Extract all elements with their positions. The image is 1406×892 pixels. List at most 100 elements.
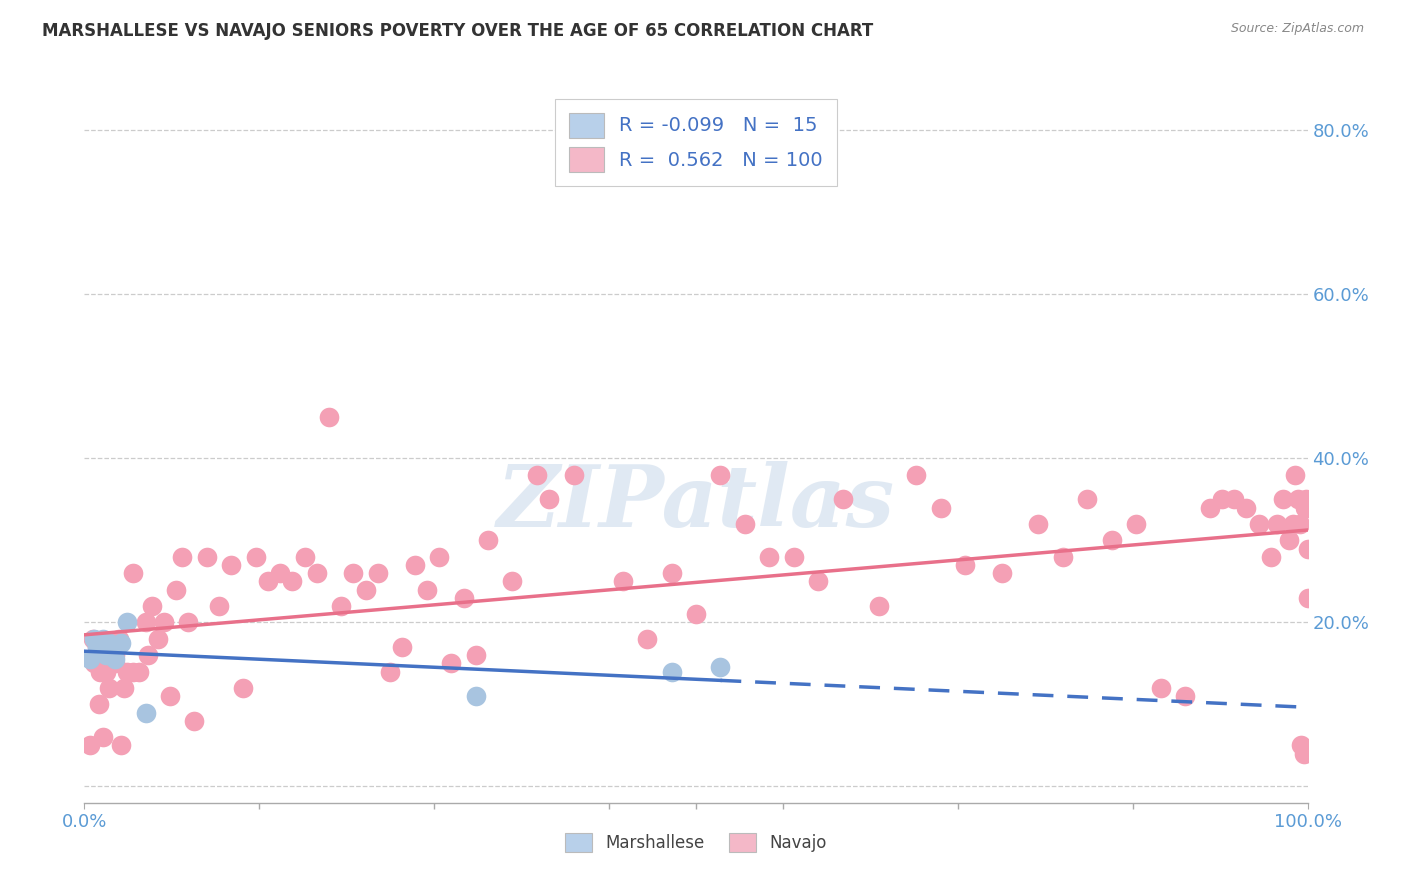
Point	[146, 632, 169, 646]
Legend: Marshallese, Navajo: Marshallese, Navajo	[558, 826, 834, 859]
Point	[79, 739, 101, 753]
Point	[257, 574, 280, 589]
Point	[172, 549, 194, 564]
Point	[367, 566, 389, 581]
Point	[1294, 500, 1316, 515]
Point	[87, 644, 110, 658]
Point	[159, 689, 181, 703]
Point	[305, 566, 328, 581]
Point	[905, 467, 928, 482]
Point	[1211, 492, 1233, 507]
Point	[110, 739, 132, 753]
Point	[294, 549, 316, 564]
Point	[165, 582, 187, 597]
Point	[1289, 516, 1312, 531]
Point	[1247, 516, 1270, 531]
Point	[1223, 492, 1246, 507]
Point	[122, 665, 145, 679]
Point	[87, 698, 110, 712]
Text: MARSHALLESE VS NAVAJO SENIORS POVERTY OVER THE AGE OF 65 CORRELATION CHART: MARSHALLESE VS NAVAJO SENIORS POVERTY OV…	[42, 22, 873, 40]
Point	[1295, 492, 1317, 507]
Point	[245, 549, 267, 564]
Point	[1278, 533, 1301, 548]
Point	[526, 467, 548, 482]
Point	[427, 549, 450, 564]
Point	[208, 599, 231, 613]
Point	[709, 467, 731, 482]
Point	[269, 566, 291, 581]
Point	[153, 615, 176, 630]
Point	[183, 714, 205, 728]
Point	[232, 681, 254, 695]
Point	[453, 591, 475, 605]
Point	[115, 665, 138, 679]
Point	[83, 632, 105, 646]
Point	[104, 652, 127, 666]
Point	[1272, 492, 1295, 507]
Point	[91, 632, 114, 646]
Point	[1282, 516, 1305, 531]
Point	[112, 681, 135, 695]
Point	[104, 648, 127, 662]
Point	[135, 706, 157, 720]
Point	[404, 558, 426, 572]
Point	[734, 516, 756, 531]
Point	[783, 549, 806, 564]
Point	[86, 640, 108, 654]
Point	[661, 665, 683, 679]
Point	[1296, 541, 1319, 556]
Point	[97, 636, 120, 650]
Point	[177, 615, 200, 630]
Point	[128, 665, 150, 679]
Point	[1286, 492, 1309, 507]
Point	[1284, 467, 1306, 482]
Point	[502, 574, 524, 589]
Point	[1101, 533, 1123, 548]
Point	[1076, 492, 1098, 507]
Point	[354, 582, 377, 597]
Point	[1296, 591, 1319, 605]
Point	[104, 657, 127, 671]
Point	[1296, 500, 1319, 515]
Point	[807, 574, 830, 589]
Point	[79, 652, 101, 666]
Point	[391, 640, 413, 654]
Point	[612, 574, 634, 589]
Point	[1125, 516, 1147, 531]
Point	[86, 640, 108, 654]
Point	[440, 657, 463, 671]
Point	[1265, 516, 1288, 531]
Point	[281, 574, 304, 589]
Point	[477, 533, 499, 548]
Point	[1291, 739, 1313, 753]
Point	[96, 648, 118, 662]
Point	[1150, 681, 1173, 695]
Point	[97, 681, 120, 695]
Point	[1260, 549, 1282, 564]
Point	[330, 599, 353, 613]
Point	[1174, 689, 1197, 703]
Point	[195, 549, 218, 564]
Point	[83, 657, 105, 671]
Point	[562, 467, 585, 482]
Point	[831, 492, 853, 507]
Point	[464, 689, 486, 703]
Point	[100, 644, 122, 658]
Point	[1198, 500, 1220, 515]
Point	[1236, 500, 1258, 515]
Point	[709, 660, 731, 674]
Text: Source: ZipAtlas.com: Source: ZipAtlas.com	[1230, 22, 1364, 36]
Point	[758, 549, 780, 564]
Point	[82, 632, 104, 646]
Point	[219, 558, 242, 572]
Point	[464, 648, 486, 662]
Point	[115, 615, 138, 630]
Point	[929, 500, 952, 515]
Point	[685, 607, 707, 622]
Point	[416, 582, 439, 597]
Point	[953, 558, 976, 572]
Point	[110, 636, 132, 650]
Point	[1052, 549, 1074, 564]
Point	[380, 665, 402, 679]
Point	[661, 566, 683, 581]
